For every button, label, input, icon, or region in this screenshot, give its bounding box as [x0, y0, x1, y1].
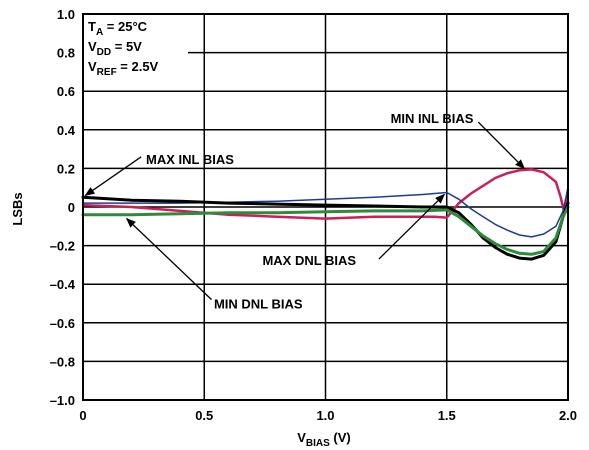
condition-line: VREF = 2.5V: [88, 59, 159, 78]
condition-line: TA = 25°C: [88, 19, 148, 38]
x-axis-title-unit: (V): [330, 430, 351, 445]
y-tick-label: –0.2: [50, 239, 75, 254]
y-tick-label: –0.8: [50, 354, 75, 369]
y-tick-label: –1.0: [50, 393, 75, 408]
annotation-arrow: [378, 193, 446, 260]
plot-frame: [82, 13, 569, 401]
condition-line: VDD = 5V: [88, 39, 142, 58]
x-tick-label: 1.5: [438, 408, 456, 423]
conditions-box: [84, 15, 188, 79]
annotation-arrow: [477, 121, 526, 170]
series-line-3: [81, 195, 570, 261]
annotation-arrow: [125, 217, 212, 301]
annotation-label: MAX DNL BIAS: [262, 253, 356, 268]
annotation-label: MIN DNL BIAS: [214, 297, 303, 312]
y-tick-label: 1.0: [57, 7, 75, 22]
x-tick-label: 2.0: [559, 408, 577, 423]
y-tick-label: 0.8: [57, 46, 75, 61]
y-axis-title: LSBs: [10, 192, 25, 225]
y-tick-label: –0.6: [50, 316, 75, 331]
y-tick-label: 0: [68, 200, 75, 215]
annotation-label: MAX INL BIAS: [146, 152, 234, 167]
x-axis-title-sub: BIAS: [306, 438, 330, 449]
series-line-4: [81, 205, 570, 256]
x-tick-label: 0.5: [195, 408, 213, 423]
y-tick-label: 0.2: [57, 161, 75, 176]
y-tick-label: 0.6: [57, 84, 75, 99]
x-axis-title: VBIAS (V): [297, 430, 351, 449]
annotation-label: MIN INL BIAS: [391, 111, 474, 126]
x-tick-label: 1.0: [316, 408, 334, 423]
series-group: [81, 168, 570, 261]
y-tick-label: –0.4: [50, 277, 76, 292]
annotation-arrow: [84, 156, 142, 196]
series-line-1: [81, 168, 570, 220]
x-tick-label: 0: [79, 408, 86, 423]
x-axis-title-main: V: [297, 430, 306, 445]
y-tick-label: 0.4: [57, 123, 76, 138]
x-tick-labels: 0 0.5 1.0 1.5 2.0: [79, 408, 577, 423]
y-tick-labels: 1.0 0.8 0.6 0.4 0.2 0 –0.2 –0.4 –0.6 –0.8 –1.0: [50, 7, 76, 408]
annotations: MIN INL BIAS MAX INL BIAS MAX DNL BIAS MIN …: [84, 111, 526, 312]
